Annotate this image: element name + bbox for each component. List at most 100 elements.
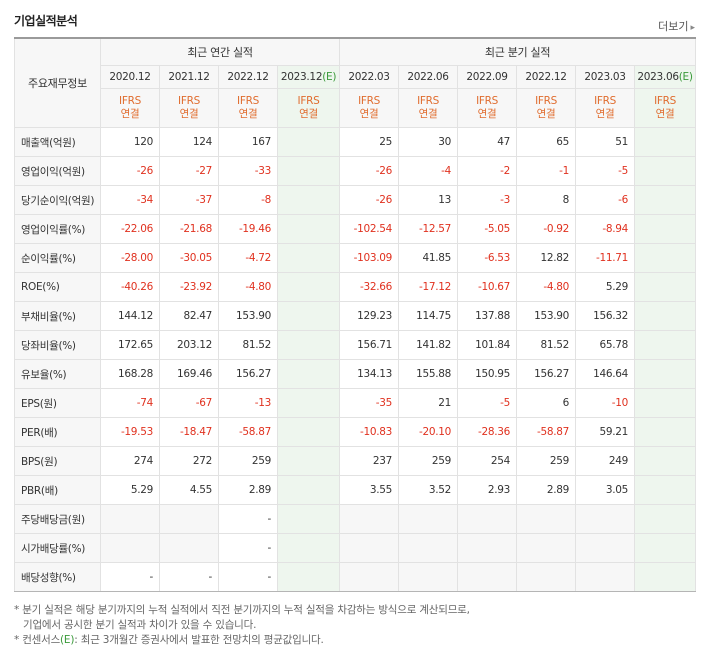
basis-bottom: 연결 — [536, 108, 556, 120]
more-link[interactable]: 더보기 ▸ — [658, 18, 695, 34]
table-cell — [276, 127, 341, 157]
table-cell — [634, 156, 697, 186]
table-row: 순이익률(%) -28.00 -30.05 -4.72 -103.09 41.85 -6.5… — [14, 243, 697, 273]
basis-label: IFRS 연결 — [457, 88, 518, 128]
table-row: 부채비율(%) 144.12 82.47 153.90 129.23 114.75 137.… — [14, 301, 697, 331]
period-header-2023-03: 2023.03 — [575, 65, 636, 89]
basis-top: IFRS — [237, 95, 259, 107]
basis-bottom: 연결 — [655, 108, 675, 120]
table-cell: -58.87 — [516, 417, 577, 447]
table-cell: -30.05 — [159, 243, 219, 273]
table-cell: 65.78 — [575, 330, 636, 360]
row-label: 부채비율(%) — [14, 301, 101, 331]
period-header-2020-12: 2020.12 — [100, 65, 160, 89]
table-cell: - — [100, 562, 160, 592]
table-cell: -1 — [516, 156, 577, 186]
table-cell: -21.68 — [159, 214, 219, 244]
table-cell — [276, 388, 341, 418]
table-cell: 41.85 — [398, 243, 459, 273]
period-header-2022-06: 2022.06 — [398, 65, 459, 89]
table-cell: 65 — [516, 127, 577, 157]
basis-bottom: 연결 — [238, 108, 258, 120]
table-cell: 134.13 — [339, 359, 400, 389]
table-cell — [634, 562, 697, 592]
table-cell: 120 — [100, 127, 160, 157]
basis-label: IFRS 연결 — [218, 88, 278, 128]
table-cell: -4 — [398, 156, 459, 186]
table-cell: -6.53 — [457, 243, 518, 273]
table-cell: -22.06 — [100, 214, 160, 244]
table-cell: -8.94 — [575, 214, 636, 244]
table-cell: -35 — [339, 388, 400, 418]
table-cell: 156.32 — [575, 301, 636, 331]
table-cell: 172.65 — [100, 330, 160, 360]
row-label: 주당배당금(원) — [14, 504, 101, 534]
table-cell — [398, 562, 459, 592]
table-cell — [575, 533, 636, 563]
basis-bottom: 연결 — [418, 108, 438, 120]
table-cell: 47 — [457, 127, 518, 157]
table-cell — [339, 504, 400, 534]
basis-bottom: 연결 — [595, 108, 615, 120]
table-cell: -26 — [100, 156, 160, 186]
table-cell: 274 — [100, 446, 160, 476]
table-cell — [634, 330, 697, 360]
footnote-line-3: * 컨센서스(E): 최근 3개월간 증권사에서 발표한 전망치의 평균값입니다… — [14, 633, 470, 648]
table-cell: -8 — [218, 185, 278, 215]
row-label: 영업이익률(%) — [14, 214, 101, 244]
table-cell: -6 — [575, 185, 636, 215]
row-label: ROE(%) — [14, 272, 101, 302]
table-cell: -5 — [457, 388, 518, 418]
table-cell — [276, 359, 341, 389]
table-row: EPS(원) -74 -67 -13 -35 21 -5 6 -10 — [14, 388, 697, 418]
table-row: 영업이익(억원) -26 -27 -33 -26 -4 -2 -1 -5 — [14, 156, 697, 186]
table-cell: -4.80 — [218, 272, 278, 302]
period-header-2022-12: 2022.12 — [516, 65, 577, 89]
basis-label: IFRS 연결 — [276, 88, 341, 128]
row-label: 순이익률(%) — [14, 243, 101, 273]
basis-bottom: 연결 — [120, 108, 140, 120]
table-cell: -102.54 — [339, 214, 400, 244]
financial-table: 주요재무정보 최근 연간 실적 최근 분기 실적 2020.12 2021.12 2022… — [14, 37, 697, 592]
table-cell — [575, 504, 636, 534]
section-title: 기업실적분석 — [14, 14, 78, 28]
footnote-line-2: 기업에서 공시한 분기 실적과 차이가 있을 수 있습니다. — [23, 619, 257, 631]
table-cell: 6 — [516, 388, 577, 418]
basis-top: IFRS — [476, 95, 498, 107]
basis-top: IFRS — [119, 95, 141, 107]
table-row: 당좌비율(%) 172.65 203.12 81.52 156.71 141.82 101.… — [14, 330, 697, 360]
table-cell: -0.92 — [516, 214, 577, 244]
table-row: 유보율(%) 168.28 169.46 156.27 134.13 155.88 150.… — [14, 359, 697, 389]
row-label: 배당성향(%) — [14, 562, 101, 592]
table-cell: -20.10 — [398, 417, 459, 447]
table-cell: 155.88 — [398, 359, 459, 389]
basis-bottom: 연결 — [477, 108, 497, 120]
table-cell — [276, 417, 341, 447]
table-cell: 8 — [516, 185, 577, 215]
table-cell — [457, 504, 518, 534]
table-cell: -32.66 — [339, 272, 400, 302]
basis-top: IFRS — [535, 95, 557, 107]
table-cell: 3.05 — [575, 475, 636, 505]
table-cell: -27 — [159, 156, 219, 186]
table-cell — [276, 156, 341, 186]
basis-top: IFRS — [297, 95, 320, 107]
basis-label: IFRS 연결 — [516, 88, 577, 128]
basis-top: IFRS — [654, 95, 676, 107]
table-cell — [276, 214, 341, 244]
period-header-2023-06: 2023.06(E) — [634, 65, 697, 89]
row-label-header: 주요재무정보 — [14, 37, 101, 128]
table-cell: -28.36 — [457, 417, 518, 447]
table-cell — [575, 562, 636, 592]
table-cell: 5.29 — [100, 475, 160, 505]
table-cell: 259 — [218, 446, 278, 476]
table-cell: -17.12 — [398, 272, 459, 302]
table-cell: 167 — [218, 127, 278, 157]
table-cell — [516, 504, 577, 534]
table-cell: -23.92 — [159, 272, 219, 302]
table-cell — [159, 504, 219, 534]
table-row: BPS(원) 274 272 259 237 259 254 259 249 — [14, 446, 697, 476]
basis-label: IFRS 연결 — [339, 88, 400, 128]
table-cell: -103.09 — [339, 243, 400, 273]
